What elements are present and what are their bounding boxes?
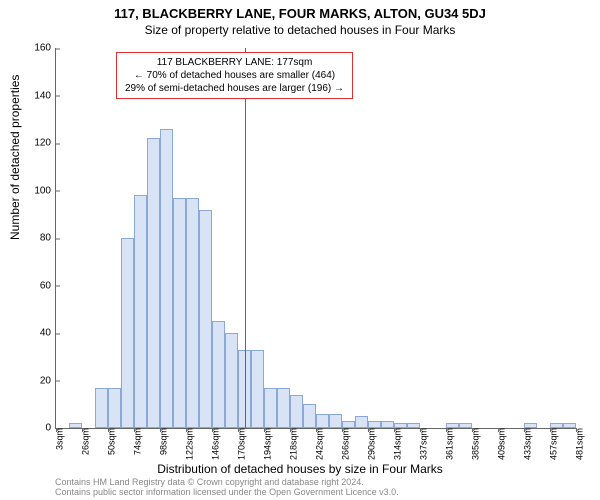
y-tick: 160 bbox=[34, 43, 56, 54]
annotation-line1: 117 BLACKBERRY LANE: 177sqm bbox=[125, 56, 344, 69]
histogram-bar bbox=[225, 333, 238, 428]
x-tick-label: 242sqm bbox=[312, 428, 325, 460]
histogram-bar bbox=[355, 416, 368, 428]
histogram-bar bbox=[277, 388, 290, 428]
x-tick-label: 170sqm bbox=[234, 428, 247, 460]
histogram-bar bbox=[95, 388, 108, 428]
annotation-line2: ← 70% of detached houses are smaller (46… bbox=[125, 69, 344, 82]
x-tick-label: 98sqm bbox=[156, 428, 169, 455]
x-tick-label: 3sqm bbox=[52, 428, 65, 450]
chart-title: 117, BLACKBERRY LANE, FOUR MARKS, ALTON,… bbox=[0, 0, 600, 21]
x-tick-label: 122sqm bbox=[182, 428, 195, 460]
histogram-bar bbox=[303, 404, 316, 428]
histogram-bar bbox=[316, 414, 329, 428]
histogram-bar bbox=[342, 421, 355, 428]
histogram-bar bbox=[147, 138, 160, 428]
histogram-bar bbox=[368, 421, 381, 428]
x-tick-label: 385sqm bbox=[468, 428, 481, 460]
x-tick-label: 50sqm bbox=[104, 428, 117, 455]
histogram-bar bbox=[329, 414, 342, 428]
annotation-line3: 29% of semi-detached houses are larger (… bbox=[125, 82, 344, 95]
histogram-bar bbox=[251, 350, 264, 428]
x-tick-label: 26sqm bbox=[78, 428, 91, 455]
y-tick: 80 bbox=[40, 233, 56, 244]
y-tick: 40 bbox=[40, 328, 56, 339]
y-tick: 60 bbox=[40, 280, 56, 291]
x-tick-label: 218sqm bbox=[286, 428, 299, 460]
histogram-bar bbox=[108, 388, 121, 428]
y-axis-label: Number of detached properties bbox=[8, 75, 22, 240]
x-tick-label: 433sqm bbox=[520, 428, 533, 460]
y-tick: 140 bbox=[34, 90, 56, 101]
x-tick-label: 146sqm bbox=[208, 428, 221, 460]
x-tick-label: 361sqm bbox=[442, 428, 455, 460]
histogram-bar bbox=[134, 195, 147, 428]
x-tick-label: 337sqm bbox=[416, 428, 429, 460]
histogram-bar bbox=[173, 198, 186, 428]
y-tick: 100 bbox=[34, 185, 56, 196]
x-axis-label: Distribution of detached houses by size … bbox=[0, 462, 600, 476]
footer-attribution: Contains HM Land Registry data © Crown c… bbox=[55, 478, 399, 498]
x-tick-label: 74sqm bbox=[130, 428, 143, 455]
annotation-line bbox=[245, 48, 246, 428]
histogram-bar bbox=[212, 321, 225, 428]
histogram-bar bbox=[381, 421, 394, 428]
x-tick-label: 194sqm bbox=[260, 428, 273, 460]
histogram-bar bbox=[121, 238, 134, 428]
y-tick: 120 bbox=[34, 138, 56, 149]
x-tick-label: 481sqm bbox=[572, 428, 585, 460]
histogram-bar bbox=[160, 129, 173, 428]
histogram-bar bbox=[290, 395, 303, 428]
x-tick-label: 314sqm bbox=[390, 428, 403, 460]
x-tick-label: 290sqm bbox=[364, 428, 377, 460]
x-tick-label: 409sqm bbox=[494, 428, 507, 460]
histogram-bar bbox=[186, 198, 199, 428]
histogram-bar bbox=[264, 388, 277, 428]
footer-line-2: Contains public sector information licen… bbox=[55, 488, 399, 498]
chart-subtitle: Size of property relative to detached ho… bbox=[0, 21, 600, 37]
histogram-bar bbox=[199, 210, 212, 429]
plot-area: 0204060801001201401603sqm26sqm50sqm74sqm… bbox=[55, 48, 576, 429]
x-tick-label: 457sqm bbox=[546, 428, 559, 460]
x-tick-label: 266sqm bbox=[338, 428, 351, 460]
y-tick: 20 bbox=[40, 375, 56, 386]
annotation-box: 117 BLACKBERRY LANE: 177sqm← 70% of deta… bbox=[116, 52, 353, 99]
